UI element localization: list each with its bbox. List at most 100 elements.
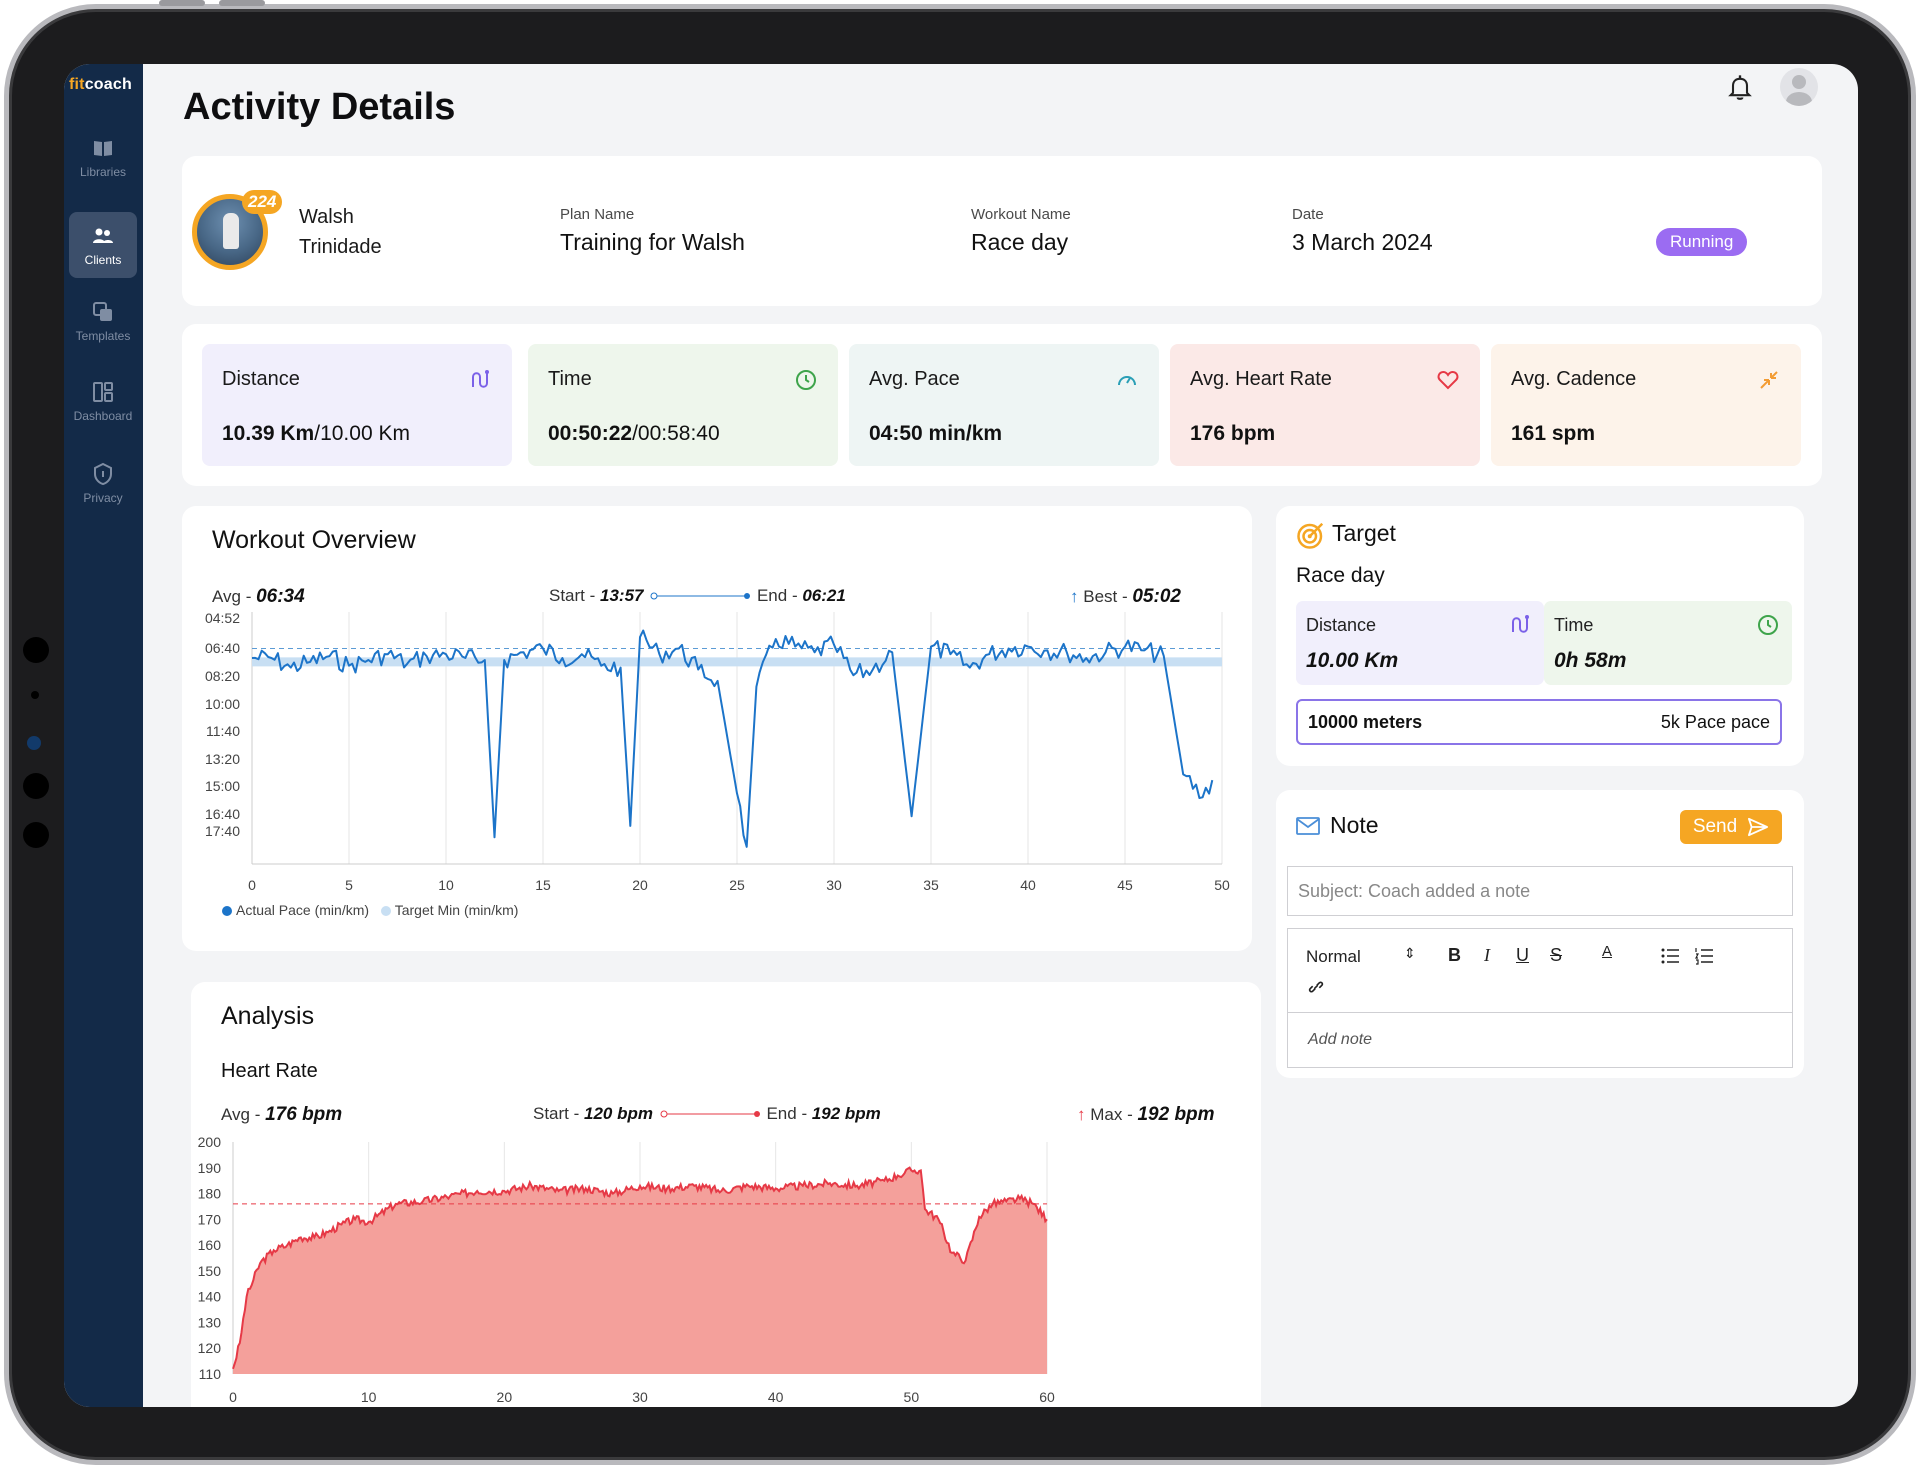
stat-value: 04:50 min/km [869, 422, 1003, 445]
athlete-last-name: Trinidade [299, 236, 382, 258]
plan-field: Plan Name Training for Walsh [560, 206, 745, 256]
heart-rate-chart[interactable]: 0 10 20 30 40 50 60 110 120 130 140 150 160 170 180 190… [191, 982, 1261, 1407]
legend-dot-actual [222, 906, 232, 916]
y-tick-label: 150 [198, 1263, 222, 1279]
activity-info-card: 224 Walsh Trinidade Plan Name Training f… [182, 156, 1822, 306]
bell-icon[interactable] [1726, 73, 1754, 101]
athlete-badge: 224 [242, 190, 283, 214]
stat-value: 00:50:22/00:58:40 [548, 422, 720, 445]
pace-legend: Actual Pace (min/km) Target Min (min/km) [222, 902, 518, 918]
y-tick-label: 130 [198, 1314, 222, 1330]
y-tick-label: 06:40 [205, 640, 240, 656]
target-interval-row[interactable]: 10000 meters 5k Pace pace [1296, 699, 1782, 745]
sidebar-item-libraries[interactable]: Libraries [69, 124, 137, 190]
page-title: Activity Details [183, 86, 456, 128]
target-distance: Distance 10.00 Km [1296, 601, 1544, 685]
y-tick-label: 200 [198, 1134, 222, 1150]
stat-value: 10.39 Km/10.00 Km [222, 422, 410, 445]
select-arrows-icon[interactable]: ⇕ [1404, 945, 1416, 961]
target-time: Time 0h 58m [1544, 601, 1792, 685]
stat-pace: Avg. Pace 04:50 min/km [849, 344, 1159, 466]
format-select[interactable]: Normal [1306, 947, 1361, 966]
stat-value: 161 spm [1511, 422, 1596, 445]
book-icon [94, 140, 112, 156]
y-tick-label: 10:00 [205, 696, 240, 712]
x-tick-label: 40 [1020, 877, 1036, 893]
side-sensor-2 [23, 773, 49, 799]
app-screen: fitcoach Libraries Clients Templates Das… [64, 64, 1858, 1407]
strikethrough-icon[interactable]: S [1550, 945, 1563, 965]
stat-cadence: Avg. Cadence 161 spm [1491, 344, 1801, 466]
y-tick-label: 160 [198, 1237, 222, 1253]
bold-icon[interactable]: B [1448, 945, 1461, 965]
y-tick-label: 190 [198, 1160, 222, 1176]
side-sensor-3 [23, 822, 49, 848]
bullet-list-icon[interactable] [1660, 947, 1680, 965]
sidebar-item-label: Privacy [83, 490, 123, 505]
stat-label: Avg. Cadence [1511, 368, 1637, 390]
note-body-input[interactable]: Add note [1308, 1031, 1373, 1048]
sidebar-item-clients[interactable]: Clients [69, 212, 137, 278]
sidebar-item-templates[interactable]: Templates [69, 288, 137, 354]
dashboard-icon [93, 381, 113, 402]
activity-type-badge: Running [1656, 228, 1748, 256]
send-button[interactable]: Send [1680, 810, 1782, 844]
x-tick-label: 30 [826, 877, 842, 893]
workout-field: Workout Name Race day [971, 206, 1071, 256]
start-end-connector [650, 592, 751, 600]
workout-overview-card: Workout Overview Avg - 06:34 Start - 13:… [182, 506, 1252, 951]
sidebar-item-privacy[interactable]: Privacy [69, 450, 137, 516]
note-editor[interactable]: Normal ⇕ B I U S A Add note [1287, 928, 1793, 1068]
y-tick-label: 13:20 [205, 751, 240, 767]
y-tick-label: 110 [199, 1366, 222, 1382]
heart-icon [1437, 370, 1459, 390]
target-icon [1297, 522, 1324, 549]
y-tick-label: 08:20 [205, 668, 240, 684]
text-color-icon[interactable]: A [1602, 943, 1613, 960]
target-meters: 10000 meters [1308, 712, 1423, 732]
mail-icon [1296, 817, 1320, 835]
gauge-icon [1118, 376, 1136, 386]
hr-max: ↑ Max - 192 bpm [1077, 1104, 1215, 1125]
note-title: Note [1330, 812, 1379, 838]
x-tick-label: 20 [497, 1389, 513, 1405]
workout-label: Workout Name [971, 206, 1071, 223]
sidebar-item-dashboard[interactable]: Dashboard [69, 368, 137, 434]
underline-icon[interactable]: U [1516, 945, 1529, 965]
x-tick-label: 10 [361, 1389, 377, 1405]
app-logo[interactable]: fitcoach [69, 76, 132, 93]
stat-label: Avg. Heart Rate [1190, 368, 1332, 390]
y-tick-label: 11:40 [206, 723, 240, 739]
x-tick-label: 25 [729, 877, 745, 893]
target-distance-value: 10.00 Km [1306, 649, 1399, 672]
y-tick-label: 170 [198, 1211, 222, 1227]
sidebar-item-label: Libraries [79, 164, 127, 179]
stat-heart-rate: Avg. Heart Rate 176 bpm [1170, 344, 1480, 466]
legend-dot-target [380, 906, 391, 916]
target-title: Target [1332, 520, 1396, 546]
athlete-name[interactable]: Walsh Trinidade [299, 202, 382, 262]
top-button-2 [219, 0, 265, 6]
heart-rate-area [233, 1167, 1047, 1374]
link-icon[interactable] [1306, 977, 1326, 997]
y-tick-label: 04:52 [205, 610, 240, 626]
sidebar: fitcoach Libraries Clients Templates Das… [64, 64, 143, 1407]
x-tick-label: 0 [248, 877, 256, 893]
hr-start-end: Start - 120 bpm End - 192 bpm [533, 1104, 881, 1123]
users-icon [93, 228, 113, 243]
user-avatar[interactable] [1780, 68, 1818, 106]
analysis-title: Analysis [221, 1002, 315, 1030]
stat-distance: Distance 10.39 Km/10.00 Km [202, 344, 512, 466]
top-button [159, 0, 205, 6]
stat-label: Avg. Pace [869, 368, 960, 390]
x-tick-label: 30 [632, 1389, 648, 1405]
x-tick-label: 45 [1117, 877, 1133, 893]
italic-icon[interactable]: I [1484, 945, 1490, 965]
target-time-value: 0h 58m [1554, 649, 1627, 672]
numbered-list-icon[interactable] [1694, 947, 1714, 965]
main-content: Activity Details 224 Walsh Trinidade Pla… [143, 64, 1858, 1407]
heart-rate-line [232, 1166, 1048, 1370]
pace-chart[interactable]: 0 5 10 15 20 25 30 35 40 45 50 04:52 06:40 08:20 10:00… [182, 506, 1252, 951]
subject-input[interactable]: Subject: Coach added a note [1287, 866, 1793, 916]
y-tick-label: 16:40 [205, 806, 240, 822]
